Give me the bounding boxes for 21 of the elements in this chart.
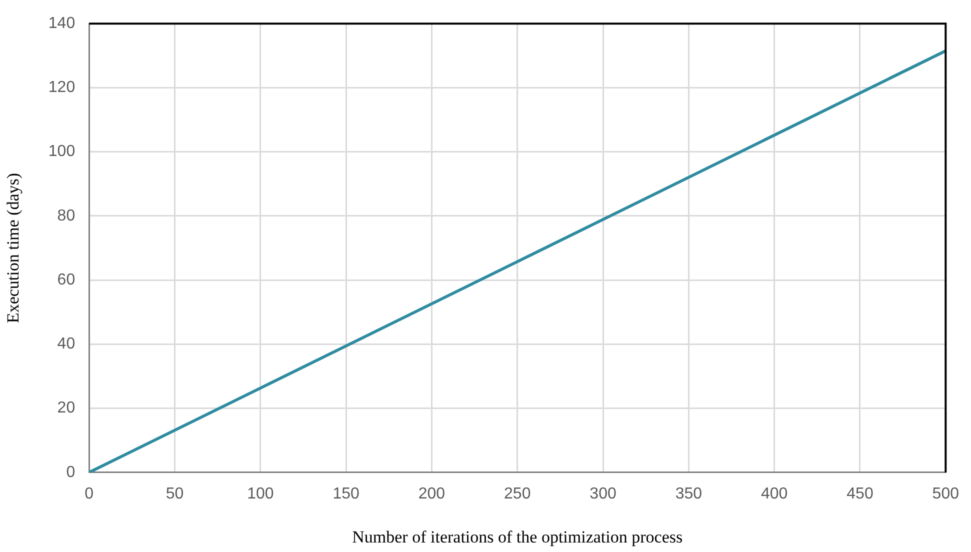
x-tick-label: 450 [846,485,874,502]
y-tick-label: 40 [57,336,76,353]
x-tick-label: 400 [760,485,788,502]
y-tick-label: 60 [57,271,76,288]
x-tick-label: 350 [675,485,702,502]
y-tick-label: 120 [48,79,76,96]
x-tick-label: 0 [84,485,94,502]
y-tick-label: 0 [66,464,76,481]
y-tick-label: 140 [48,15,76,32]
y-tick-label: 100 [48,143,76,160]
y-tick-label: 80 [57,207,76,224]
x-tick-label: 250 [504,485,531,502]
x-tick-label: 300 [590,485,616,502]
y-tick-label: 20 [57,400,76,417]
x-tick-label: 50 [166,485,184,502]
x-tick-label: 200 [418,485,446,502]
x-tick-label: 150 [332,485,360,502]
x-tick-label: 500 [932,485,960,502]
y-axis-title: Execution time (days) [4,172,23,324]
x-tick-label: 100 [247,485,274,502]
x-axis-title: Number of iterations of the optimization process [352,527,683,546]
